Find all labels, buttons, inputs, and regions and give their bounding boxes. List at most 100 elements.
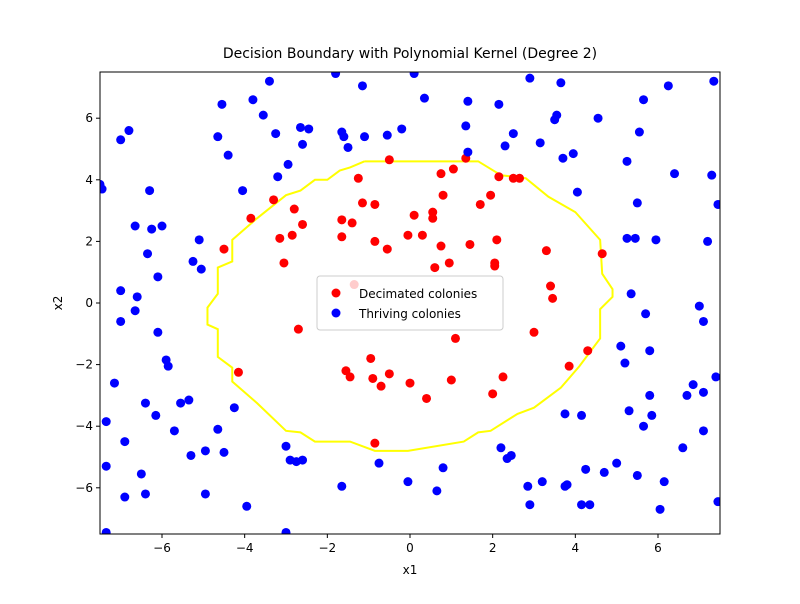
point [496, 443, 506, 453]
point [275, 233, 285, 243]
point [176, 398, 186, 408]
plot-area [100, 72, 720, 534]
point [409, 72, 419, 79]
point [523, 481, 533, 491]
point [169, 426, 179, 436]
point [508, 173, 518, 183]
x-tick-label: 0 [406, 541, 414, 555]
point [217, 99, 227, 109]
point [366, 353, 376, 363]
point [422, 393, 432, 403]
point [624, 406, 634, 416]
point [593, 113, 603, 123]
point [529, 327, 539, 337]
point [558, 153, 568, 163]
y-tick-label: −4 [75, 419, 93, 433]
point [279, 258, 289, 268]
point [376, 381, 386, 391]
point [688, 380, 698, 390]
point [186, 450, 196, 460]
point [678, 443, 688, 453]
point [295, 122, 305, 132]
point [132, 292, 142, 302]
point [713, 199, 720, 209]
point [347, 218, 357, 228]
point [525, 500, 535, 510]
point [438, 190, 448, 200]
point [641, 309, 651, 319]
point [713, 497, 720, 507]
point [219, 244, 229, 254]
point [194, 235, 204, 245]
point [417, 230, 427, 240]
point [124, 126, 134, 136]
point [101, 527, 111, 534]
point [337, 481, 347, 491]
point [213, 424, 223, 434]
point [233, 367, 243, 377]
point [694, 301, 704, 311]
point [200, 489, 210, 499]
point [698, 387, 708, 397]
point [357, 198, 367, 208]
x-tick-label: −4 [236, 541, 254, 555]
point [229, 403, 239, 413]
point [552, 110, 562, 120]
point [698, 426, 708, 436]
point [238, 186, 248, 196]
point [494, 172, 504, 182]
point [337, 215, 347, 225]
y-tick-label: 6 [85, 111, 93, 125]
point [264, 76, 274, 86]
point [337, 232, 347, 242]
point [153, 272, 163, 282]
point [448, 164, 458, 174]
point [281, 441, 291, 451]
point [304, 124, 314, 134]
point [634, 127, 644, 137]
point [639, 421, 649, 431]
point [153, 327, 163, 337]
x-tick-label: −6 [153, 541, 171, 555]
point [273, 172, 283, 182]
point [616, 341, 626, 351]
point [384, 369, 394, 379]
point [140, 489, 150, 499]
point [645, 390, 655, 400]
point [583, 346, 593, 356]
y-tick-label: 2 [85, 234, 93, 248]
point [382, 244, 392, 254]
point [556, 78, 566, 88]
point [537, 477, 547, 487]
point [711, 372, 720, 382]
point [120, 492, 130, 502]
point [663, 81, 673, 91]
point [188, 256, 198, 266]
point [157, 221, 167, 231]
point [403, 230, 413, 240]
point [626, 289, 636, 299]
point [585, 500, 595, 510]
point [698, 316, 708, 326]
point [461, 121, 471, 131]
point [163, 361, 173, 371]
point [184, 395, 194, 405]
point [289, 204, 299, 214]
point [639, 95, 649, 105]
point [151, 410, 161, 420]
point [630, 233, 640, 243]
point [432, 486, 442, 496]
point [525, 73, 535, 83]
point [492, 235, 502, 245]
point [258, 110, 268, 120]
point [577, 500, 587, 510]
point [670, 169, 680, 179]
point [436, 241, 446, 251]
x-axis-label: x1 [403, 563, 418, 577]
point [465, 239, 475, 249]
point [508, 129, 518, 139]
point [213, 132, 223, 142]
point [494, 99, 504, 109]
point [242, 501, 252, 511]
point [298, 455, 308, 465]
